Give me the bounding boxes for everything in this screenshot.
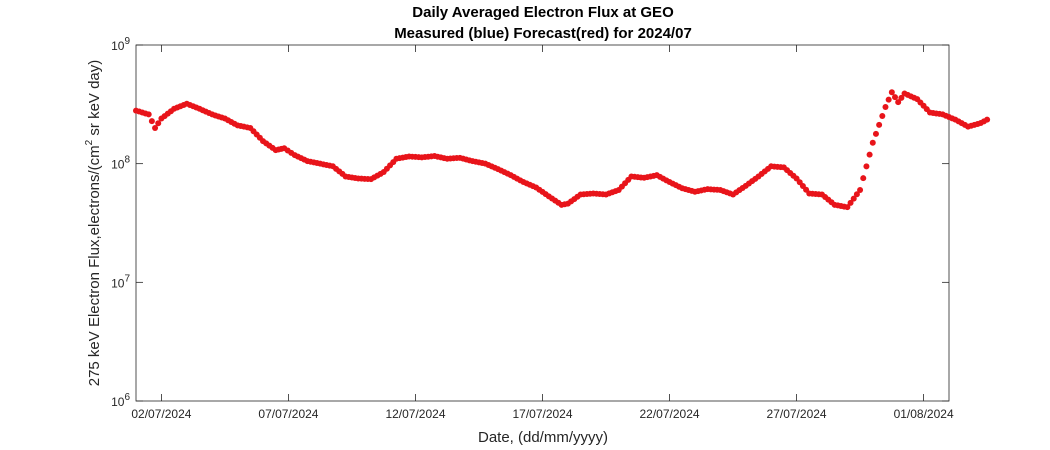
data-point <box>155 120 162 127</box>
data-point <box>984 116 991 123</box>
x-axis-ticks: 02/07/2024 07/07/2024 12/07/2024 17/07/2024… <box>131 45 954 421</box>
y-tick-label: 107 <box>111 273 130 290</box>
data-point <box>847 199 854 206</box>
y-tick-label: 108 <box>111 155 130 172</box>
y-axis-ticks: 106 107 108 109 <box>111 36 949 409</box>
y-tick-label: 106 <box>111 392 130 409</box>
data-point <box>853 191 860 198</box>
plot-area <box>135 44 950 402</box>
x-tick-label: 01/08/2024 <box>894 407 954 421</box>
chart-subtitle: Measured (blue) Forecast(red) for 2024/0… <box>394 25 692 42</box>
data-point <box>876 121 883 128</box>
x-tick-label: 27/07/2024 <box>767 407 827 421</box>
x-tick-label: 12/07/2024 <box>385 407 445 421</box>
y-axis-label: 275 keV Electron Flux,electrons/(cm2 sr … <box>84 60 103 387</box>
chart-title: Daily Averaged Electron Flux at GEO <box>412 4 674 21</box>
data-point <box>892 94 899 101</box>
data-point <box>866 151 873 158</box>
data-point <box>850 195 857 202</box>
y-axis-label-main: 275 keV Electron Flux,electrons/(cm <box>86 145 103 386</box>
data-point <box>869 139 876 146</box>
x-tick-label: 22/07/2024 <box>640 407 700 421</box>
y-axis-label-tail: sr keV day) <box>86 60 103 140</box>
y-tick-label: 109 <box>111 36 130 53</box>
y-axis-label-exponent: 2 <box>84 139 95 145</box>
data-point <box>882 104 889 111</box>
data-points <box>133 89 991 211</box>
x-axis-label: Date, (dd/mm/yyyy) <box>478 429 608 446</box>
data-point <box>860 175 867 182</box>
x-tick-label: 02/07/2024 <box>131 407 191 421</box>
data-point <box>857 186 864 193</box>
data-point <box>152 124 159 131</box>
data-point <box>145 111 152 118</box>
x-tick-label: 17/07/2024 <box>512 407 572 421</box>
data-point <box>885 96 892 103</box>
data-point <box>895 99 902 106</box>
data-point <box>844 204 851 211</box>
data-point <box>898 94 905 101</box>
data-point <box>888 89 895 96</box>
data-point <box>872 130 879 137</box>
x-tick-label: 07/07/2024 <box>258 407 318 421</box>
data-point <box>148 118 155 125</box>
data-point <box>879 112 886 119</box>
data-point <box>863 163 870 170</box>
